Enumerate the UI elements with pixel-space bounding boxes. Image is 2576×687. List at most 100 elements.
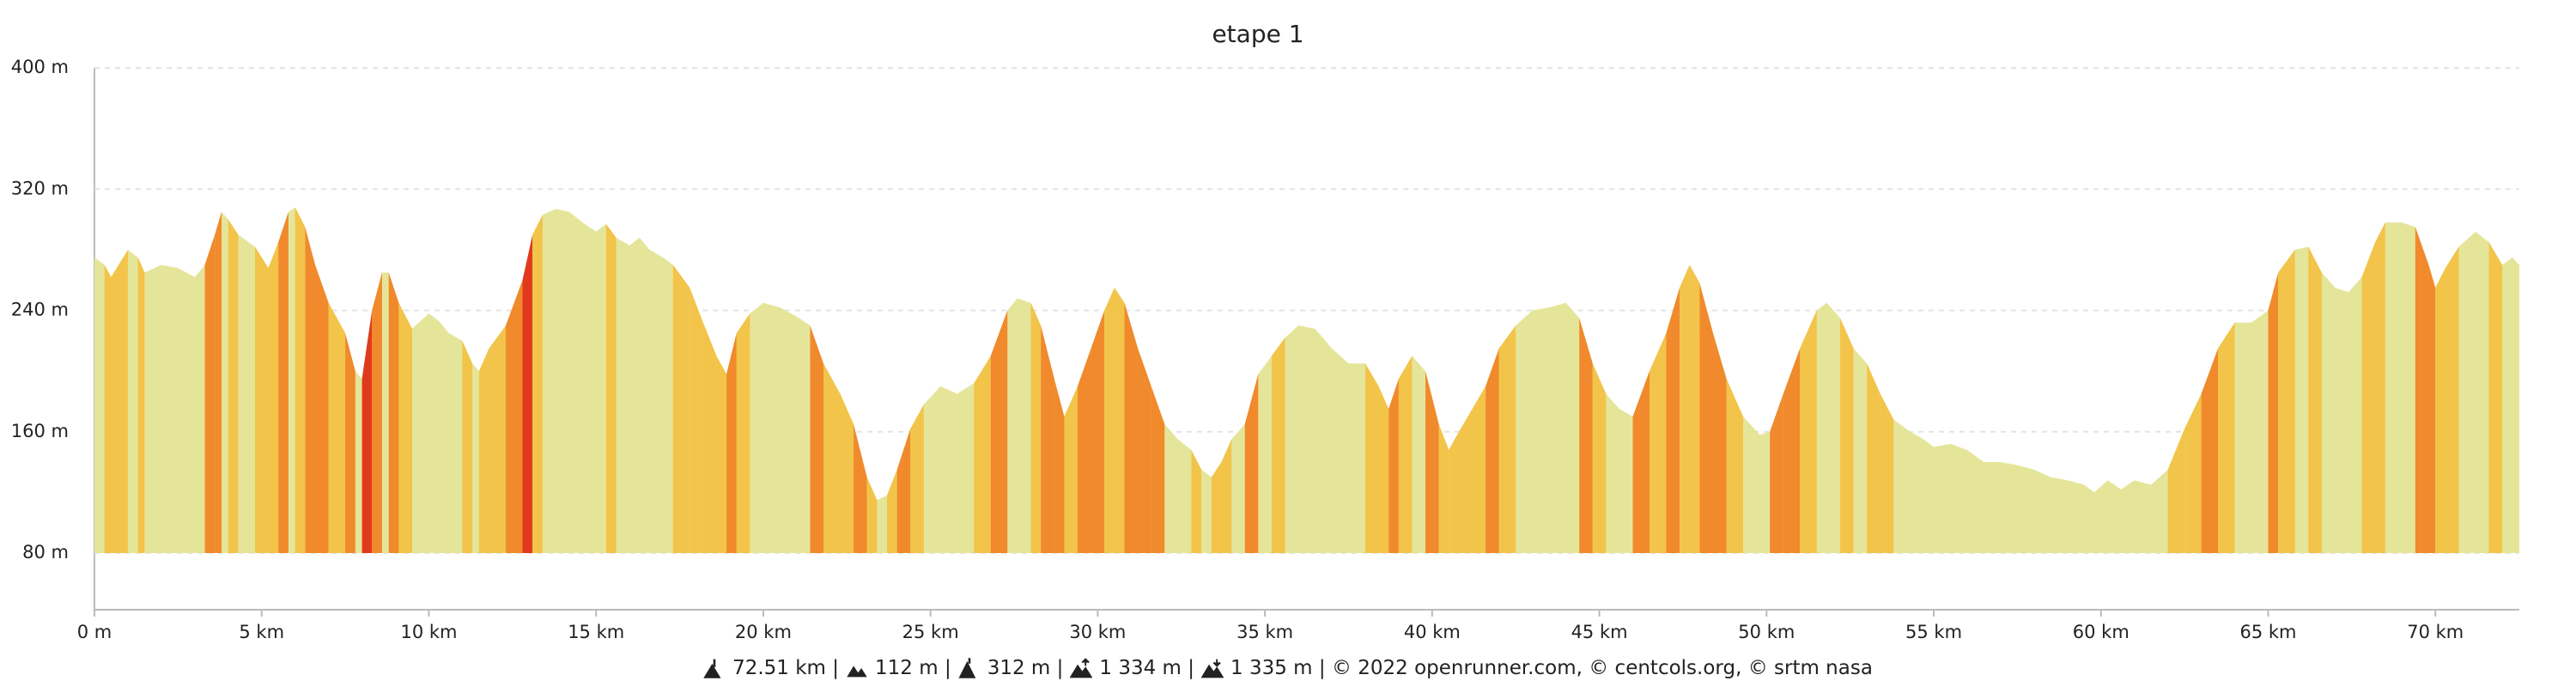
slope-segment — [910, 404, 924, 553]
slope-segment — [605, 223, 617, 553]
slope-segment — [305, 227, 316, 553]
slope-segment — [1800, 310, 1817, 553]
descent-icon — [1201, 659, 1224, 678]
slope-segment — [1191, 449, 1202, 553]
slope-segment — [2375, 222, 2385, 553]
slope-segment — [1091, 310, 1105, 553]
slope-segment — [1054, 378, 1065, 553]
footer: 72.51 km | 112 m | 312 m | 1 334 m | 1 3… — [0, 657, 2576, 679]
slope-segment — [2167, 429, 2185, 553]
slope-segment — [478, 348, 489, 553]
slope-segment — [1726, 378, 1744, 553]
slope-segment — [2361, 242, 2376, 553]
slope-segment — [215, 211, 222, 553]
x-tick-label: 30 km — [1069, 622, 1126, 642]
slope-segment — [810, 325, 824, 553]
x-tick-label: 40 km — [1404, 622, 1461, 642]
slope-segment — [1138, 348, 1151, 553]
slope-segment — [1699, 283, 1714, 553]
slope-segment — [489, 325, 507, 553]
y-tick-label: 240 m — [11, 300, 69, 320]
slope-segment — [1680, 264, 1690, 553]
chart-title: etape 1 — [1212, 20, 1303, 48]
slope-segment — [1244, 374, 1259, 553]
slope-segment — [137, 257, 145, 553]
max-altitude: 312 m | — [987, 657, 1064, 679]
slope-segment — [823, 363, 841, 553]
slope-segment — [2184, 393, 2202, 553]
slope-segment — [716, 356, 727, 553]
slope-segment — [361, 310, 373, 553]
slope-segment — [1632, 371, 1650, 553]
slope-segment — [328, 302, 346, 553]
slope-segment — [1867, 363, 1880, 553]
slope-segment — [2415, 227, 2429, 553]
slope-segment — [204, 234, 216, 553]
slope-segment — [315, 264, 329, 553]
slope-segment — [1666, 288, 1680, 553]
slope-segment — [1689, 264, 1700, 553]
slope-segment — [1064, 386, 1078, 553]
slope-segment — [2278, 249, 2295, 553]
slope-segment — [268, 242, 279, 553]
slope-segment — [1649, 332, 1667, 553]
x-tick-label: 65 km — [2240, 622, 2297, 642]
slope-segment — [887, 469, 897, 553]
y-tick-label: 400 m — [11, 57, 69, 77]
slope-segment — [372, 272, 382, 553]
slope-segment — [1498, 325, 1516, 553]
x-tick-label: 35 km — [1236, 622, 1293, 642]
slope-segment — [398, 302, 412, 553]
slope-segment — [1485, 348, 1499, 553]
ascent: 1 334 m | — [1099, 657, 1195, 679]
min-alt-icon — [847, 666, 867, 678]
slope-segment — [866, 477, 878, 553]
slope-segment — [1078, 348, 1091, 553]
slope-segment — [2435, 268, 2445, 553]
distance-icon — [703, 659, 721, 678]
slope-segment — [1041, 325, 1054, 553]
x-tick-label: 25 km — [902, 622, 959, 642]
slope-segment — [1880, 393, 1894, 553]
slope-segment — [2445, 246, 2459, 553]
slope-segment — [896, 429, 911, 553]
x-tick-label: 0 m — [77, 622, 112, 642]
slope-segment — [104, 264, 112, 553]
slope-segment — [532, 215, 543, 553]
slope-segment — [1378, 386, 1389, 553]
slope-segment — [1783, 348, 1801, 553]
slope-segment — [1271, 337, 1285, 553]
slope-segment — [506, 280, 523, 553]
slope-segment — [254, 246, 269, 553]
slope-segment — [1151, 386, 1165, 553]
slope-segment — [111, 249, 128, 553]
slope-segment — [974, 356, 991, 553]
slope-segment — [278, 211, 289, 553]
slope-segment — [1364, 363, 1379, 553]
x-tick-label: 5 km — [239, 622, 284, 642]
slope-segment — [840, 393, 854, 553]
slope-segment — [672, 264, 690, 553]
slope-segment — [1030, 302, 1042, 553]
descent: 1 335 m | © 2022 openrunner.com, © centc… — [1230, 657, 1873, 679]
slope-segment — [1104, 288, 1115, 553]
x-tick-label: 60 km — [2073, 622, 2129, 642]
slope-segment — [854, 423, 867, 553]
ascent-icon — [1070, 658, 1093, 678]
y-tick-label: 160 m — [11, 421, 69, 441]
slope-segment — [1579, 318, 1593, 553]
slope-segment — [228, 219, 239, 553]
slope-segment — [1211, 462, 1222, 553]
slope-segment — [1449, 431, 1460, 553]
slope-segment — [990, 310, 1008, 553]
max-alt-icon — [958, 658, 976, 678]
slope-segment — [690, 288, 703, 553]
slope-segment — [726, 332, 737, 553]
x-tick-label: 45 km — [1571, 622, 1628, 642]
slope-segment — [388, 272, 399, 553]
slope-segment — [522, 234, 533, 553]
slope-segment — [2308, 246, 2322, 553]
slope-segment — [1592, 363, 1607, 553]
slope-segment — [1425, 371, 1439, 553]
